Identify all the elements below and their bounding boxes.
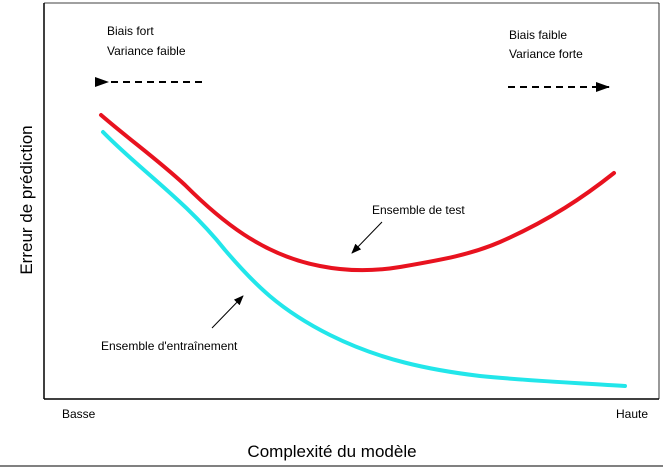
top-right-annotation-line2: Variance forte bbox=[509, 47, 583, 61]
test-curve-label: Ensemble de test bbox=[372, 203, 465, 217]
train-curve-label: Ensemble d'entraînement bbox=[101, 339, 238, 353]
top-left-annotation-line1: Biais fort bbox=[107, 24, 154, 38]
training-error-curve bbox=[101, 130, 627, 388]
test-error-curve bbox=[99, 113, 616, 273]
train-curve-pointer-arrow bbox=[211, 295, 244, 329]
x-axis-title: Complexité du modèle bbox=[247, 442, 416, 461]
x-low-label: Basse bbox=[62, 407, 96, 421]
top-right-annotation-line1: Biais faible bbox=[509, 28, 567, 42]
test-curve-pointer-arrow bbox=[351, 221, 383, 254]
x-high-label: Haute bbox=[616, 407, 648, 421]
y-axis-title: Erreur de prédiction bbox=[17, 125, 36, 274]
top-left-annotation-line2: Variance faible bbox=[107, 44, 186, 58]
